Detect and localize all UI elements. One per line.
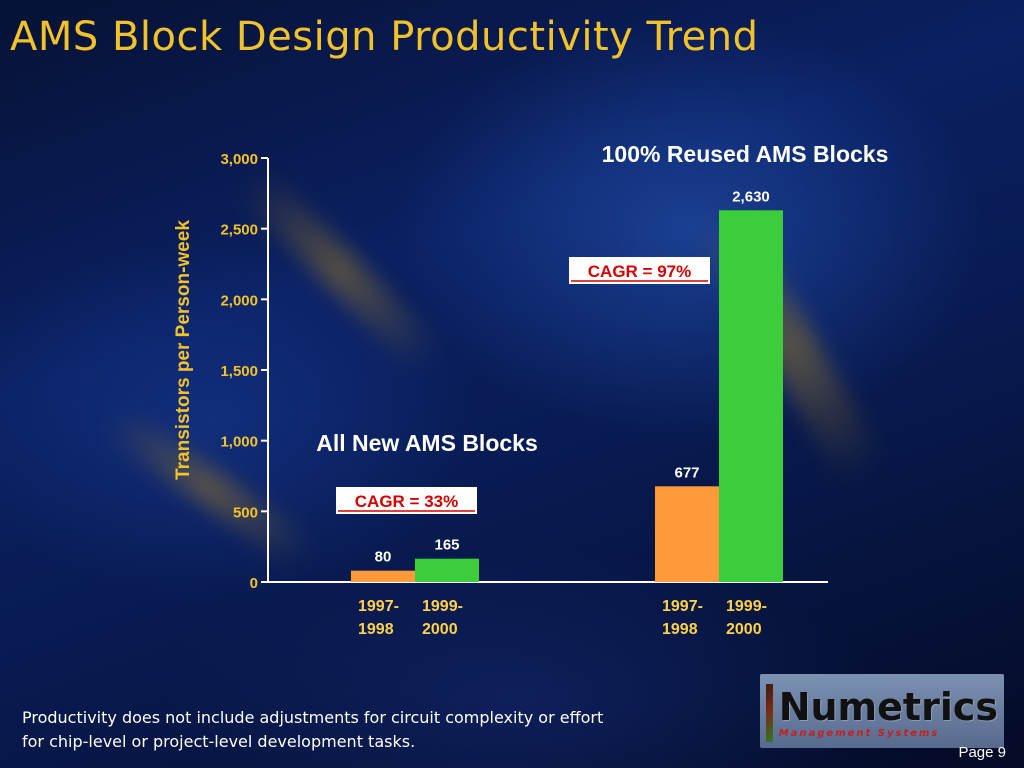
logo-name: Numetrics <box>778 684 998 729</box>
company-logo: Numetrics Management Systems <box>766 682 998 744</box>
bar-chart: 0 500 1,000 1,500 2,000 2,500 3,000 Transistors… <box>173 141 888 638</box>
bar <box>351 570 415 582</box>
x-category-label-line2: 1998 <box>358 621 394 638</box>
y-axis-title: Transistors per Person-week <box>173 220 194 480</box>
x-category-label-line1: 1997- <box>662 598 703 615</box>
y-tick-label: 2,000 <box>220 292 258 309</box>
bar-value-label: 677 <box>674 464 699 481</box>
y-tick-label: 1,500 <box>220 363 258 380</box>
footnote: Productivity does not include adjustment… <box>22 706 722 754</box>
cagr-label: CAGR = 33% <box>355 492 458 511</box>
cagr-box <box>336 487 477 514</box>
x-category-label-line1: 1997- <box>358 598 399 615</box>
y-tick-label: 0 <box>250 575 258 592</box>
bar-value-label: 165 <box>434 537 459 554</box>
footnote-line-2: for chip-level or project-level developm… <box>22 732 416 751</box>
logo-subtitle: Management Systems <box>778 727 940 739</box>
group-title: All New AMS Blocks <box>316 430 538 456</box>
cagr-label: CAGR = 97% <box>588 262 691 281</box>
logo-mark-icon <box>766 684 773 742</box>
x-category-label-line2: 2000 <box>422 621 458 638</box>
x-category-label-line1: 1999- <box>726 598 767 615</box>
group-title: 100% Reused AMS Blocks <box>602 141 889 167</box>
bar <box>655 486 719 582</box>
bar <box>719 210 783 582</box>
y-tick-label: 1,000 <box>220 434 258 451</box>
bars <box>351 210 783 582</box>
bar-value-label: 80 <box>375 549 392 566</box>
bar-value-label: 2,630 <box>732 188 770 205</box>
page-title: AMS Block Design Productivity Trend <box>10 14 759 60</box>
page-number: Page 9 <box>958 744 1006 761</box>
chart-labels: 80 1997- 1998 165 1999- 2000 677 1997- 1998 2,630… <box>316 141 888 638</box>
cagr-box <box>569 257 710 284</box>
y-tick-label: 2,500 <box>220 222 258 239</box>
y-tick-label: 3,000 <box>220 151 258 168</box>
x-category-label-line1: 1999- <box>422 598 463 615</box>
footnote-line-1: Productivity does not include adjustment… <box>22 708 604 727</box>
y-tick-label: 500 <box>233 504 258 521</box>
x-category-label-line2: 1998 <box>662 621 698 638</box>
y-axis: 0 500 1,000 1,500 2,000 2,500 3,000 Transistors… <box>173 151 828 592</box>
bar <box>415 558 479 582</box>
x-category-label-line2: 2000 <box>726 621 762 638</box>
logo-plate <box>760 674 1004 748</box>
